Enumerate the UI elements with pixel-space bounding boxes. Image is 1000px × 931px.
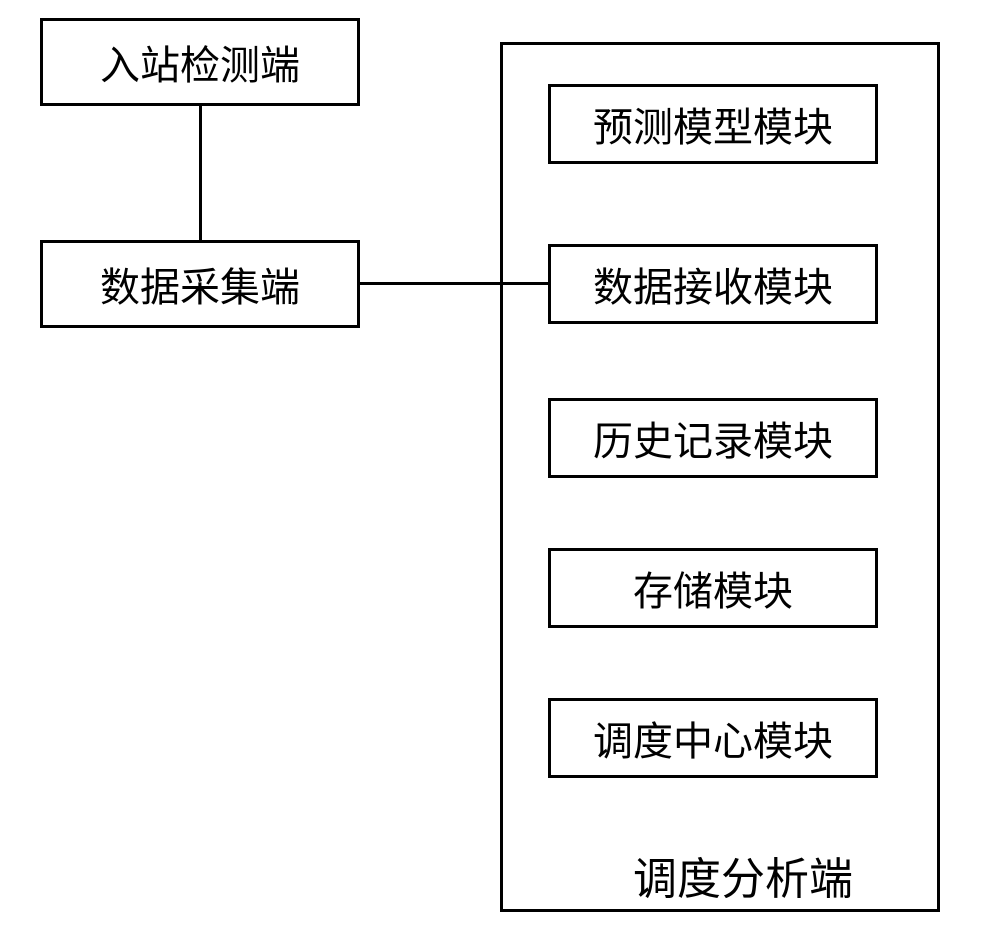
history-record-label: 历史记录模块 <box>593 409 833 467</box>
inbound-detection-label: 入站检测端 <box>100 33 300 91</box>
storage-label: 存储模块 <box>633 559 793 617</box>
data-receive-box: 数据接收模块 <box>548 244 878 324</box>
history-record-box: 历史记录模块 <box>548 398 878 478</box>
edge-collection-to-receive <box>360 282 548 285</box>
inbound-detection-box: 入站检测端 <box>40 18 360 106</box>
dispatch-center-box: 调度中心模块 <box>548 698 878 778</box>
data-collection-label: 数据采集端 <box>100 255 300 313</box>
data-collection-box: 数据采集端 <box>40 240 360 328</box>
container-title: 调度分析端 <box>633 843 853 907</box>
storage-box: 存储模块 <box>548 548 878 628</box>
data-receive-label: 数据接收模块 <box>593 255 833 313</box>
prediction-model-label: 预测模型模块 <box>593 95 833 153</box>
dispatch-center-label: 调度中心模块 <box>593 709 833 767</box>
prediction-model-box: 预测模型模块 <box>548 84 878 164</box>
edge-inbound-to-collection <box>199 106 202 240</box>
